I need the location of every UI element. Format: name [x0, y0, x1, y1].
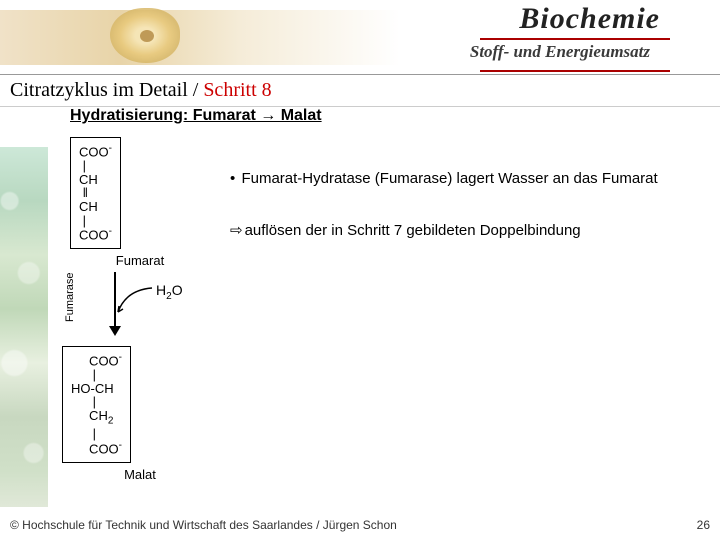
- reaction-diagram: COO- |CH ‖CH |COO- Fumarat Fumarase H2O …: [70, 137, 210, 482]
- fumarate-label: Fumarat: [70, 253, 210, 268]
- bullet-list: • Fumarat-Hydratase (Fumarase) lagert Wa…: [230, 169, 690, 274]
- reaction-arrow-section: Fumarase H2O: [70, 272, 210, 342]
- page-number: 26: [697, 518, 710, 532]
- water-label: H2O: [156, 282, 183, 302]
- title-underline-1: [480, 38, 670, 40]
- arrow-marker-icon: ⇨: [230, 222, 243, 239]
- malate-label: Malat: [70, 467, 210, 482]
- bullet-item: • Fumarat-Hydratase (Fumarase) lagert Wa…: [230, 169, 690, 189]
- header-banner: Biochemie Stoff- und Energieumsatz: [0, 0, 720, 75]
- copyright-text: © Hochschule für Technik und Wirtschaft …: [10, 518, 397, 532]
- bullet-marker: •: [230, 170, 235, 187]
- bullet-text: auflösen der in Schritt 7 gebildeten Dop…: [245, 222, 581, 239]
- slide-title-prefix: Citratzyklus im Detail /: [10, 79, 203, 101]
- slide-step-number: Schritt 8: [203, 79, 271, 101]
- malate-structure: COO- |HO-CH | CH2 | COO-: [62, 346, 131, 463]
- banner-cell-graphic: [110, 8, 180, 63]
- banner-gradient: [0, 10, 400, 65]
- left-micrograph: [0, 147, 48, 507]
- water-inflow-curve: [116, 284, 154, 316]
- reaction-subtitle: Hydratisierung: Fumarat → Malat: [70, 107, 322, 125]
- bullet-text: Fumarat-Hydratase (Fumarase) lagert Wass…: [241, 170, 657, 187]
- content-area: Hydratisierung: Fumarat → Malat COO- |CH…: [0, 107, 720, 131]
- slide-title: Citratzyklus im Detail / Schritt 8: [0, 75, 720, 107]
- bullet-item: ⇨auflösen der in Schritt 7 gebildeten Do…: [230, 221, 690, 241]
- arrow-head-icon: [109, 326, 121, 336]
- course-subtitle: Stoff- und Energieumsatz: [470, 42, 650, 62]
- footer: © Hochschule für Technik und Wirtschaft …: [10, 518, 710, 532]
- enzyme-label: Fumarase: [64, 273, 76, 323]
- fumarate-structure: COO- |CH ‖CH |COO-: [70, 137, 121, 249]
- course-title: Biochemie: [519, 2, 660, 36]
- title-underline-2: [480, 70, 670, 72]
